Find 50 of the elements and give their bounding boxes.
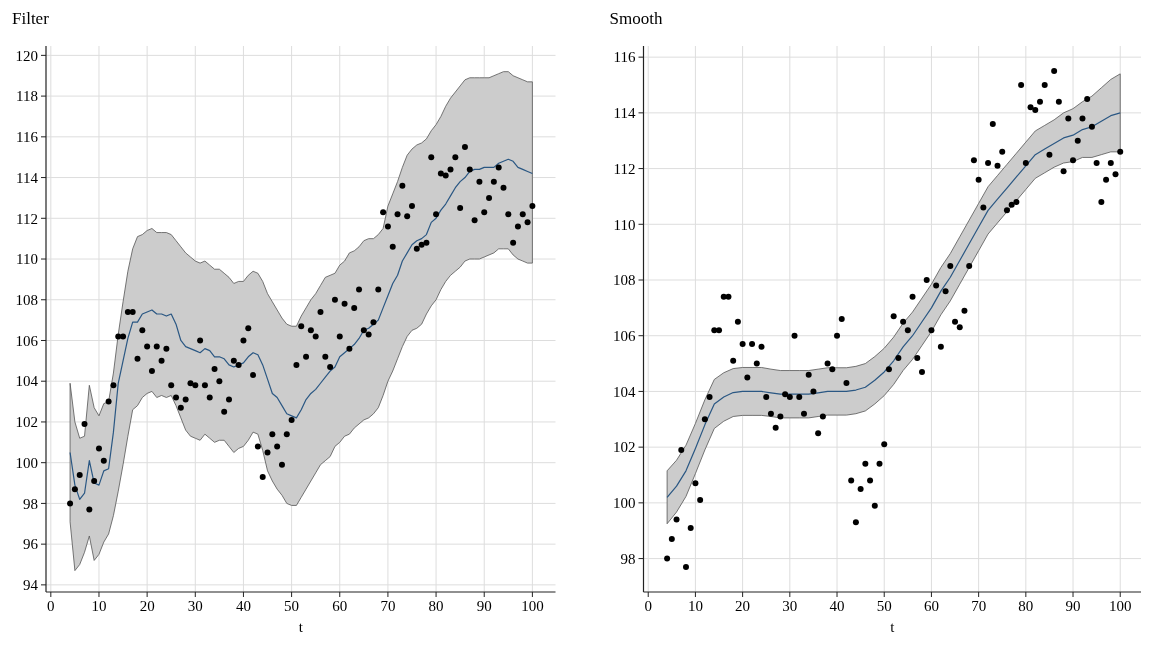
y-tick-label: 112 <box>16 210 38 227</box>
x-tick-label: 40 <box>235 598 251 614</box>
y-tick-label: 98 <box>23 495 38 512</box>
y-tick-label: 100 <box>15 454 38 471</box>
y-tick-label: 108 <box>613 272 636 289</box>
x-tick-label: 20 <box>139 598 155 614</box>
x-tick-label: 30 <box>187 598 203 614</box>
y-tick-label: 100 <box>613 495 636 512</box>
x-tick-label: 100 <box>1108 598 1132 614</box>
x-tick-label: 60 <box>332 598 348 614</box>
y-tick-label: 102 <box>613 439 636 456</box>
x-tick-label: 70 <box>971 598 987 614</box>
y-tick-label: 114 <box>16 169 39 186</box>
x-tick-label: 50 <box>284 598 300 614</box>
y-tick-label: 110 <box>613 216 636 233</box>
x-tick-label: 100 <box>521 598 544 614</box>
y-tick-label: 114 <box>613 105 636 122</box>
y-tick-label: 104 <box>613 383 636 400</box>
x-axis-title: t <box>298 619 304 635</box>
x-axis-title: t <box>890 619 896 635</box>
y-tick-label: 108 <box>15 292 38 308</box>
x-tick-label: 90 <box>1065 598 1081 614</box>
chart-title: Filter <box>12 9 50 28</box>
y-tick-label: 104 <box>15 373 39 390</box>
x-tick-label: 70 <box>380 598 396 614</box>
y-tick-label: 118 <box>16 88 38 105</box>
y-tick-label: 112 <box>613 160 636 177</box>
y-tick-label: 98 <box>620 550 636 567</box>
y-tick-label: 116 <box>16 129 39 146</box>
y-tick-label: 94 <box>23 577 39 594</box>
y-tick-label: 106 <box>613 327 636 344</box>
x-tick-label: 80 <box>1018 598 1034 614</box>
y-tick-label: 110 <box>16 251 38 268</box>
y-tick-label: 116 <box>613 49 636 66</box>
x-tick-label: 80 <box>428 598 444 614</box>
x-tick-label: 40 <box>829 598 845 614</box>
x-tick-label: 60 <box>923 598 939 614</box>
x-tick-label: 10 <box>687 598 703 614</box>
x-tick-label: 0 <box>644 598 652 614</box>
x-tick-label: 0 <box>47 598 55 614</box>
x-tick-label: 10 <box>91 598 107 614</box>
y-tick-label: 106 <box>15 332 39 349</box>
y-tick-label: 120 <box>15 47 38 64</box>
x-tick-label: 50 <box>876 598 892 614</box>
y-tick-label: 102 <box>15 414 38 431</box>
y-tick-label: 96 <box>23 536 39 553</box>
x-tick-label: 30 <box>782 598 798 614</box>
x-tick-label: 20 <box>735 598 751 614</box>
x-tick-label: 90 <box>476 598 492 614</box>
chart-title: Smooth <box>609 9 663 28</box>
